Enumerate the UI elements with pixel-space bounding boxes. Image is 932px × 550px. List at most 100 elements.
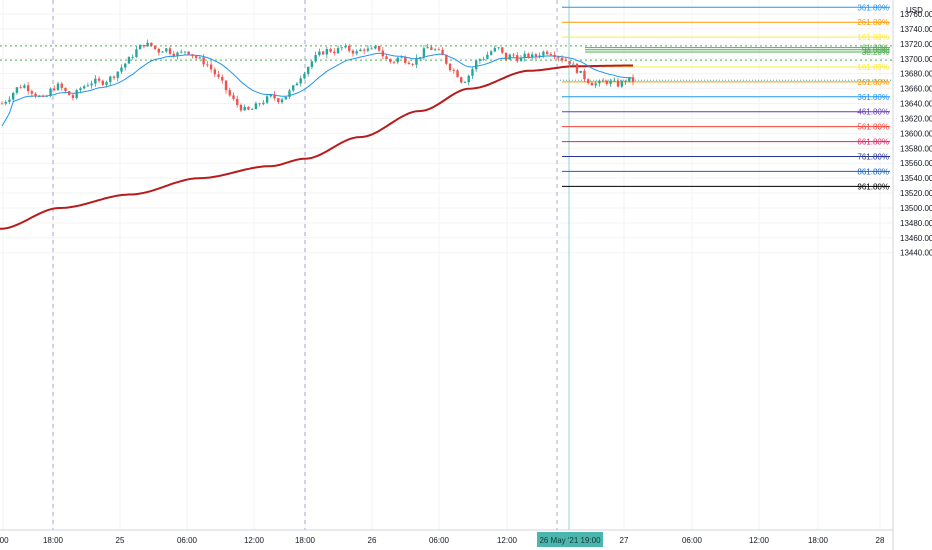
- candle-body: [23, 85, 26, 88]
- candle-body: [616, 80, 620, 87]
- candle-body: [239, 104, 243, 111]
- candle-body: [370, 48, 373, 50]
- candle-body: [318, 51, 321, 56]
- candle-body: [586, 79, 590, 83]
- candle-body: [583, 70, 586, 80]
- candle-body: [471, 69, 474, 76]
- candle-body: [542, 51, 545, 56]
- candle-body: [236, 98, 239, 105]
- fib-level-label: 961.80%: [857, 182, 889, 191]
- candle-body: [508, 54, 511, 60]
- fast-ema-line: [1, 52, 634, 127]
- price-tick-label: 13740.00: [900, 25, 932, 34]
- candle-body: [493, 48, 497, 52]
- candle-body: [463, 82, 467, 84]
- candle-body: [624, 80, 627, 82]
- candle-body: [549, 53, 553, 55]
- candle-body: [131, 56, 134, 58]
- candle-body: [407, 62, 411, 65]
- candle-body: [280, 99, 284, 103]
- candle-body: [374, 46, 377, 49]
- price-tick-label: 13680.00: [900, 70, 932, 79]
- candle-body: [202, 57, 205, 65]
- candle-body: [292, 85, 295, 91]
- fib-level-label: 761.80%: [857, 152, 889, 161]
- candle-body: [247, 106, 250, 110]
- candle-body: [456, 70, 459, 78]
- candle-body: [213, 69, 217, 75]
- slow-ema-line: [0, 64, 633, 230]
- candle-body: [564, 60, 567, 62]
- candle-body: [82, 86, 86, 89]
- candle-body: [172, 53, 175, 57]
- candle-body: [217, 74, 220, 77]
- candle-body: [620, 80, 623, 87]
- candle-body: [400, 57, 403, 59]
- candle-body: [124, 63, 127, 68]
- candle-body: [198, 57, 202, 59]
- fib-level-label: 561.80%: [857, 123, 889, 132]
- candle-body: [135, 49, 138, 57]
- candle-body: [90, 83, 93, 86]
- candle-body: [631, 77, 635, 82]
- fib-level-label: 161.80%: [857, 33, 889, 42]
- candle-body: [30, 91, 34, 94]
- candle-body: [105, 82, 108, 85]
- candle-body: [448, 63, 452, 71]
- candle-body: [0, 103, 4, 105]
- price-tick-label: 13760.00: [900, 10, 932, 19]
- candle-body: [153, 45, 157, 49]
- candle-body: [94, 78, 97, 84]
- candle-body: [56, 83, 60, 90]
- candle-body: [194, 56, 198, 58]
- time-axis[interactable]: :00 18:00 25 06:00 12:00 18:00 26 06:00 12:00 27 0…: [0, 529, 893, 547]
- time-tick-label: 12:00: [244, 536, 265, 545]
- time-tick-label: 28: [876, 536, 885, 545]
- candle-body: [404, 57, 407, 63]
- candle-body: [396, 57, 399, 63]
- candle-body: [538, 55, 541, 57]
- fib-level-label: 661.80%: [857, 138, 889, 147]
- candle-body: [445, 54, 448, 64]
- grid-layer: [0, 0, 893, 530]
- price-tick-label: 13580.00: [900, 144, 932, 153]
- candle-body: [262, 102, 265, 105]
- candle-body: [344, 45, 347, 48]
- candle-body: [598, 80, 601, 84]
- candle-body: [45, 95, 49, 97]
- candle-body: [53, 88, 56, 90]
- candle-body: [489, 51, 493, 55]
- candle-body: [568, 60, 571, 65]
- candle-body: [437, 49, 441, 51]
- session-separators: [52, 0, 570, 530]
- time-tick-label: 06:00: [682, 536, 703, 545]
- candle-body: [348, 45, 351, 51]
- candle-body: [306, 66, 310, 74]
- price-tick-label: 13440.00: [900, 249, 932, 258]
- crosshair-time-badge: [537, 532, 603, 547]
- candle-body: [572, 63, 575, 65]
- fibonacci-extension-tool[interactable]: 361.80% 261.80% 161.80% 61.80%50.00%38.20% 1…: [562, 3, 890, 191]
- crosshair-time-label: 26 May '21 19:00: [539, 536, 601, 545]
- candle-body: [75, 90, 78, 99]
- candle-body: [325, 49, 329, 55]
- time-tick-label: 18:00: [295, 536, 316, 545]
- slow-moving-average: [0, 64, 633, 230]
- fast-moving-average: [1, 52, 634, 127]
- candle-body: [228, 90, 231, 96]
- time-tick-label: 12:00: [497, 536, 518, 545]
- candle-body: [127, 57, 131, 64]
- fib-level-label: 461.80%: [857, 108, 889, 117]
- candle-body: [299, 78, 302, 84]
- candle-body: [605, 80, 609, 84]
- candle-body: [4, 101, 7, 104]
- candle-body: [609, 80, 612, 84]
- candle-body: [49, 88, 52, 96]
- candle-body: [504, 52, 508, 60]
- candle-body: [478, 59, 482, 61]
- candle-body: [516, 55, 519, 62]
- currency-label: USD: [906, 6, 923, 15]
